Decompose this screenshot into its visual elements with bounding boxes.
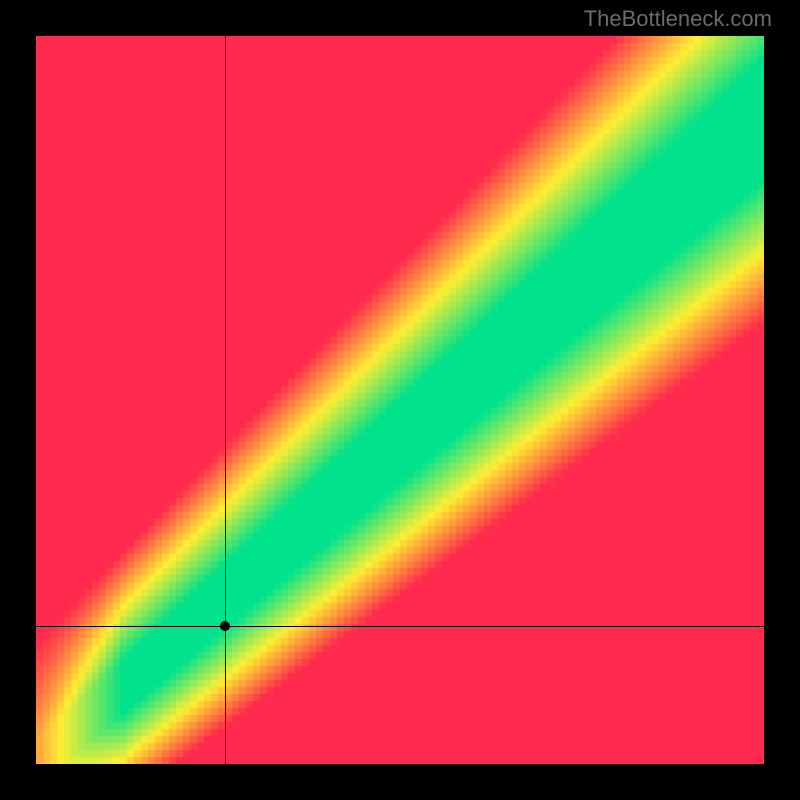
bottleneck-heatmap — [36, 36, 764, 764]
crosshair-vertical — [225, 36, 226, 764]
watermark-text: TheBottleneck.com — [584, 6, 772, 32]
marker-dot — [220, 621, 230, 631]
crosshair-horizontal — [36, 626, 764, 627]
heatmap-canvas — [36, 36, 764, 764]
